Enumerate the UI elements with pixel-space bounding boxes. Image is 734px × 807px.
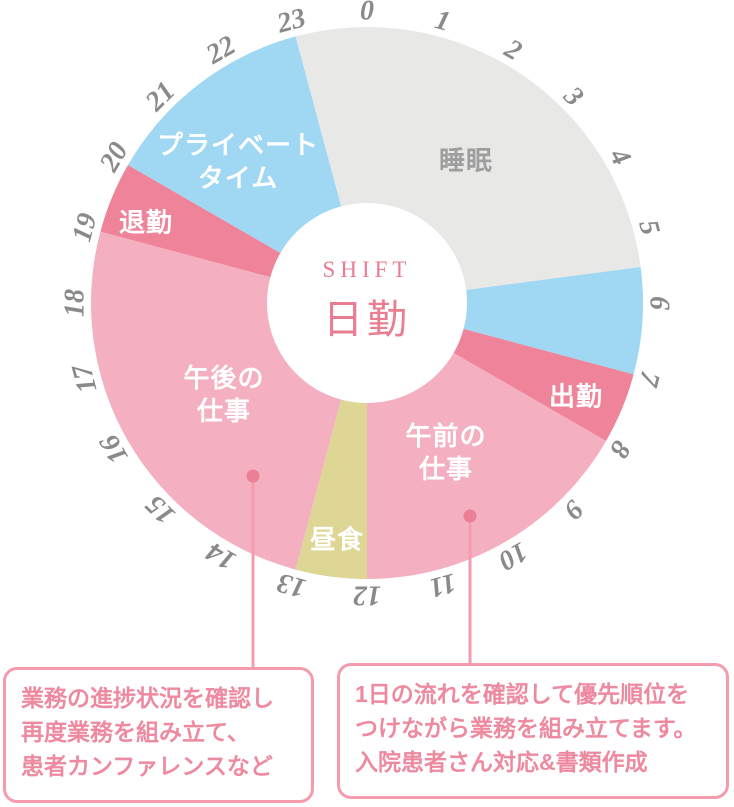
connector-dot bbox=[463, 509, 477, 523]
hour-tick-label-18: 18 bbox=[60, 289, 91, 317]
pie-segment-early-morning bbox=[463, 266, 643, 375]
hour-tick-label-2: 2 bbox=[498, 33, 526, 67]
pie-segment-afternoon-work bbox=[90, 231, 342, 570]
pie-segment-morning-work bbox=[367, 353, 607, 579]
hour-tick-label-1: 1 bbox=[432, 4, 454, 38]
hour-tick-label-4: 4 bbox=[602, 142, 636, 170]
connector-dot bbox=[246, 469, 260, 483]
segment-label-morning-work: 午前の 仕事 bbox=[405, 420, 487, 484]
callout-connectors bbox=[246, 469, 477, 671]
callout-text-line: 1日の流れを確認して優先順位を bbox=[355, 681, 690, 707]
callout-text-line: 患者カンファレンスなど bbox=[21, 753, 273, 779]
segment-label-go-to-work: 出勤 bbox=[548, 381, 604, 412]
hour-tick-label-23: 23 bbox=[273, 2, 309, 39]
hour-tick-label-11: 11 bbox=[426, 567, 460, 604]
shift-kicker-text: SHIFT bbox=[322, 257, 412, 282]
hour-tick-label-7: 7 bbox=[632, 368, 666, 391]
callout-text-line: 再度業務を組み立て、 bbox=[21, 719, 250, 745]
callout-text-line: 業務の進捗状況を確認し bbox=[21, 685, 274, 711]
hour-tick-label-12: 12 bbox=[353, 580, 381, 611]
hour-tick-label-0: 0 bbox=[360, 0, 374, 27]
segment-label-leave-work: 退勤 bbox=[118, 207, 174, 238]
callout-text-line: つけながら業務を組み立てます。 bbox=[355, 715, 697, 741]
hour-tick-label-5: 5 bbox=[632, 217, 666, 239]
callout-morning-work: 1日の流れを確認して優先順位を つけながら業務を組み立てます。 入院患者さん対応… bbox=[337, 663, 729, 799]
chart-center-label: SHIFT 日勤 bbox=[323, 257, 412, 345]
segment-label-lunch: 昼食 bbox=[309, 524, 365, 555]
callout-afternoon-work: 業務の進捗状況を確認し 再度業務を組み立て、 患者カンファレンスなど bbox=[3, 667, 314, 803]
hour-tick-label-6: 6 bbox=[644, 296, 675, 310]
pie-segment-go-to-work bbox=[453, 328, 634, 441]
segment-label-afternoon-work: 午後の 仕事 bbox=[183, 362, 265, 426]
hour-tick-label-17: 17 bbox=[66, 360, 103, 396]
shift-title-text: 日勤 bbox=[323, 297, 411, 342]
pie-wedges bbox=[90, 26, 643, 579]
hour-tick-label-13: 13 bbox=[274, 566, 309, 603]
hour-tick-label-8: 8 bbox=[603, 435, 637, 463]
callout-text-line: 入院患者さん対応&書類作成 bbox=[355, 749, 648, 775]
hour-tick-label-19: 19 bbox=[66, 210, 103, 245]
pie-segment-leave-work bbox=[100, 165, 281, 278]
pie-segment-private-time bbox=[127, 36, 342, 253]
hour-tick-label-9: 9 bbox=[558, 494, 590, 526]
pie-segment-sleep bbox=[295, 26, 641, 290]
segment-label-private-time: プライベート タイム bbox=[156, 129, 320, 193]
pie-segment-lunch bbox=[295, 399, 367, 579]
segment-label-sleep: 睡眠 bbox=[438, 145, 494, 176]
